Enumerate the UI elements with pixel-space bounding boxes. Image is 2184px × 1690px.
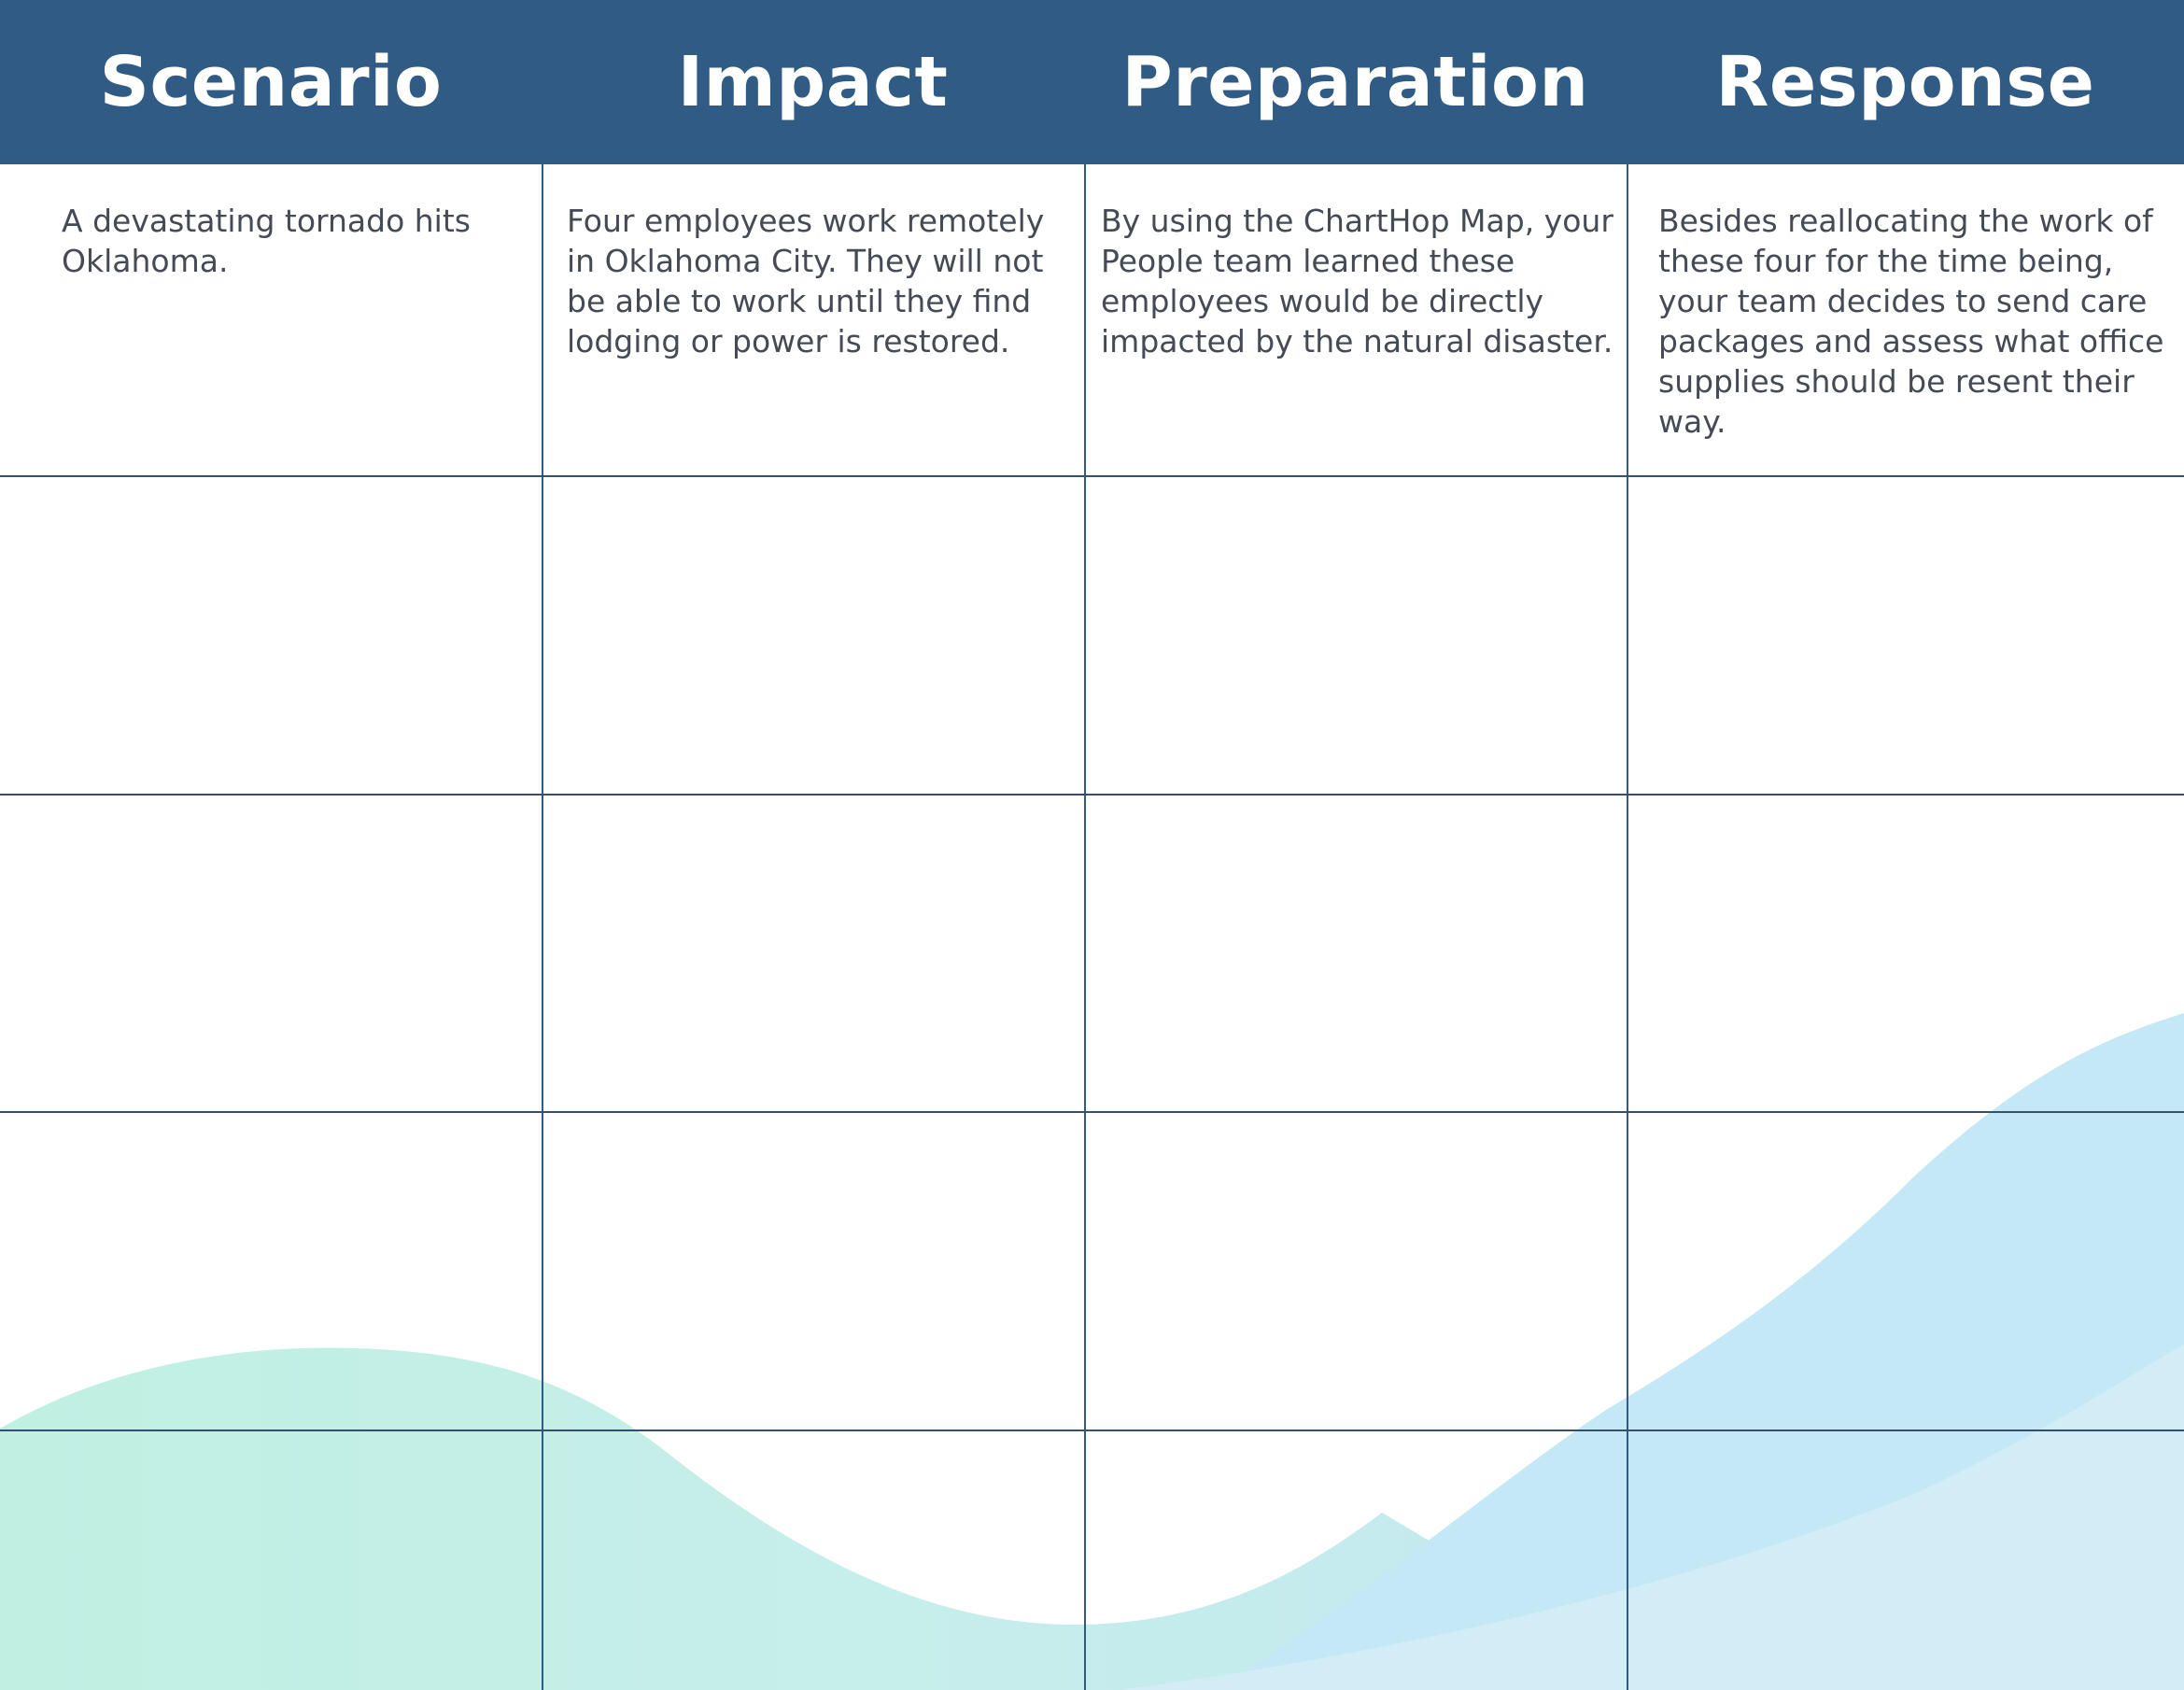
row-divider (0, 475, 2184, 477)
column-divider (1084, 164, 1086, 1690)
row-divider (0, 794, 2184, 796)
light-blue-wave (1120, 1345, 2184, 1690)
cell-scenario: A devastating tornado hits Oklahoma. (62, 203, 471, 279)
teal-wave (0, 1347, 1681, 1690)
table-header: Scenario Impact Preparation Response (0, 0, 2184, 164)
row-divider (0, 1111, 2184, 1113)
column-divider (1627, 164, 1628, 1690)
header-impact: Impact (677, 42, 949, 122)
cell-impact: Four employees work remotely in Oklahoma… (567, 203, 1045, 359)
header-response: Response (1715, 42, 2095, 122)
header-preparation: Preparation (1121, 42, 1589, 122)
cell-response: Besides reallocating the work of these f… (1658, 203, 2164, 440)
column-divider (542, 164, 543, 1690)
row-divider (0, 1429, 2184, 1431)
header-scenario: Scenario (99, 42, 443, 122)
cell-preparation: By using the ChartHop Map, your People t… (1101, 203, 1613, 359)
